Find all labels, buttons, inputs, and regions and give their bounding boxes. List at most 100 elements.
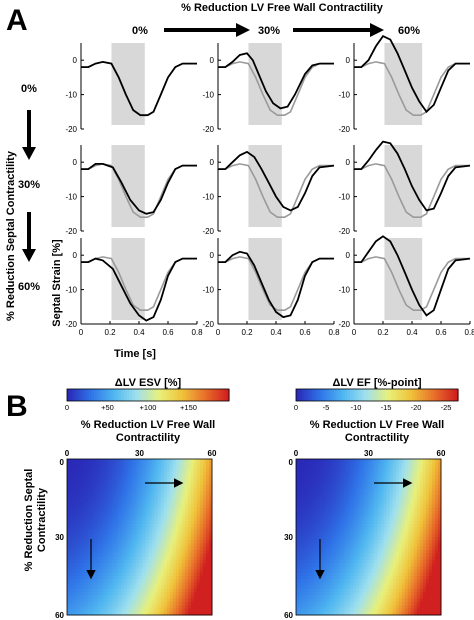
heatmap-cell bbox=[353, 605, 357, 609]
heatmap-cell bbox=[193, 488, 198, 492]
heatmap-cell bbox=[139, 595, 144, 600]
heatmap-cell bbox=[335, 465, 339, 470]
heatmap-cell bbox=[100, 494, 104, 499]
heatmaps: ΔLV ESV [%]0 +50 +100 +150% Reduction LV Fr… bbox=[55, 377, 459, 620]
heatmap-cell bbox=[67, 465, 71, 470]
heatmap-cell bbox=[413, 563, 418, 567]
heatmap-cell bbox=[130, 569, 134, 574]
heatmap-cell bbox=[136, 556, 140, 561]
strain-cell-r2-c1: 0-10-200 0.2 0.4 0.6 0.8 bbox=[202, 238, 340, 337]
heatmap-cell bbox=[317, 540, 321, 544]
heatmap-cell bbox=[157, 459, 162, 463]
colorbar-cell bbox=[72, 389, 76, 401]
heatmap-cell bbox=[437, 459, 442, 463]
heatmap-cell bbox=[314, 530, 318, 535]
heatmap-cell bbox=[356, 462, 360, 466]
heatmap-cell bbox=[100, 563, 104, 567]
heatmap-cell bbox=[422, 472, 427, 476]
colorbar-cell bbox=[323, 389, 327, 401]
heatmap-cell bbox=[362, 465, 366, 470]
heatmap-cell bbox=[163, 491, 168, 496]
heatmap-cell bbox=[413, 524, 418, 528]
heatmap-cell bbox=[67, 485, 71, 489]
heatmap-cell bbox=[199, 595, 204, 600]
heatmap-cell bbox=[187, 459, 192, 463]
heatmap-cell bbox=[142, 595, 147, 600]
strain-cell-r2-c2: 0-10-200 0.2 0.4 0.6 0.8 bbox=[338, 235, 474, 337]
heatmap-cell bbox=[91, 481, 95, 486]
heatmap-cell bbox=[190, 462, 195, 466]
heatmap-cell bbox=[97, 553, 101, 557]
heatmap-cell bbox=[127, 576, 131, 580]
heatmap-cell bbox=[154, 540, 159, 544]
heatmap-cell bbox=[311, 511, 315, 515]
heatmap-cell bbox=[187, 579, 192, 583]
heatmap-cell bbox=[305, 530, 309, 535]
reference-curve bbox=[354, 61, 470, 116]
colorbar-cell bbox=[110, 389, 114, 401]
heatmap-cell bbox=[94, 595, 98, 600]
heatmap-cell bbox=[386, 579, 391, 583]
heatmap-cell bbox=[91, 472, 95, 476]
heatmap-cell bbox=[148, 546, 153, 551]
heatmap-cell bbox=[368, 595, 373, 600]
heatmap-cell bbox=[359, 501, 363, 505]
heatmap-cell bbox=[323, 611, 327, 616]
heatmap-cell bbox=[160, 472, 165, 476]
heatmap-cell bbox=[323, 608, 327, 613]
heatmap-cell bbox=[398, 481, 403, 486]
heatmap-cell bbox=[344, 501, 348, 505]
heatmap-cell bbox=[124, 605, 128, 609]
heatmap-cell bbox=[362, 459, 366, 463]
heatmap-cell bbox=[389, 501, 394, 505]
heatmap-cell bbox=[199, 517, 204, 522]
heatmap-cell bbox=[335, 585, 339, 590]
heatmap-cell bbox=[76, 550, 80, 554]
heatmap-cell bbox=[434, 520, 439, 525]
heatmap-cell bbox=[127, 481, 131, 486]
heatmap-cell bbox=[88, 533, 92, 538]
heatmap-cell bbox=[323, 459, 327, 463]
heatmap-cell bbox=[335, 517, 339, 522]
heatmap-cell bbox=[299, 527, 303, 531]
x-tick-label: 0.8 bbox=[464, 328, 474, 337]
heatmap-cell bbox=[103, 576, 107, 580]
heatmap-cell bbox=[341, 462, 345, 466]
heatmap-cell bbox=[151, 608, 156, 613]
heatmap-cell bbox=[350, 498, 354, 502]
heatmap-cell bbox=[127, 546, 131, 551]
heatmap-cell bbox=[380, 494, 385, 499]
heatmap-cell bbox=[389, 533, 394, 538]
heatmap-cell bbox=[178, 585, 183, 590]
heatmap-cell bbox=[338, 602, 342, 606]
heatmap-cell bbox=[130, 459, 134, 463]
heatmap-cell bbox=[320, 550, 324, 554]
heatmap-cell bbox=[344, 550, 348, 554]
heatmap-cell bbox=[338, 504, 342, 509]
heatmap-cell bbox=[371, 481, 376, 486]
heatmap-cell bbox=[160, 605, 165, 609]
heatmap-cell bbox=[100, 501, 104, 505]
heatmap-cell bbox=[341, 481, 345, 486]
heatmap-cell bbox=[416, 595, 421, 600]
heatmap-cell bbox=[386, 550, 391, 554]
heatmap-cell bbox=[166, 498, 171, 502]
heatmap-cell bbox=[413, 611, 418, 616]
heatmap-cell bbox=[118, 468, 122, 473]
heatmap-cell bbox=[151, 556, 156, 561]
heatmap-cell bbox=[419, 579, 424, 583]
heatmap-cell bbox=[320, 462, 324, 466]
heatmap-cell bbox=[389, 585, 394, 590]
heatmap-cell bbox=[187, 559, 192, 564]
heatmap-cell bbox=[154, 556, 159, 561]
heatmap-cell bbox=[160, 498, 165, 502]
heatmap-cell bbox=[434, 481, 439, 486]
heatmap-cell bbox=[311, 592, 315, 596]
heatmap-cell bbox=[139, 592, 144, 596]
heatmap-cell bbox=[184, 569, 189, 574]
heatmap-cell bbox=[416, 543, 421, 548]
heatmap-cell bbox=[178, 605, 183, 609]
heatmap-cell bbox=[175, 598, 180, 603]
heatmap-cell bbox=[308, 553, 312, 557]
heatmap-cell bbox=[166, 598, 171, 603]
